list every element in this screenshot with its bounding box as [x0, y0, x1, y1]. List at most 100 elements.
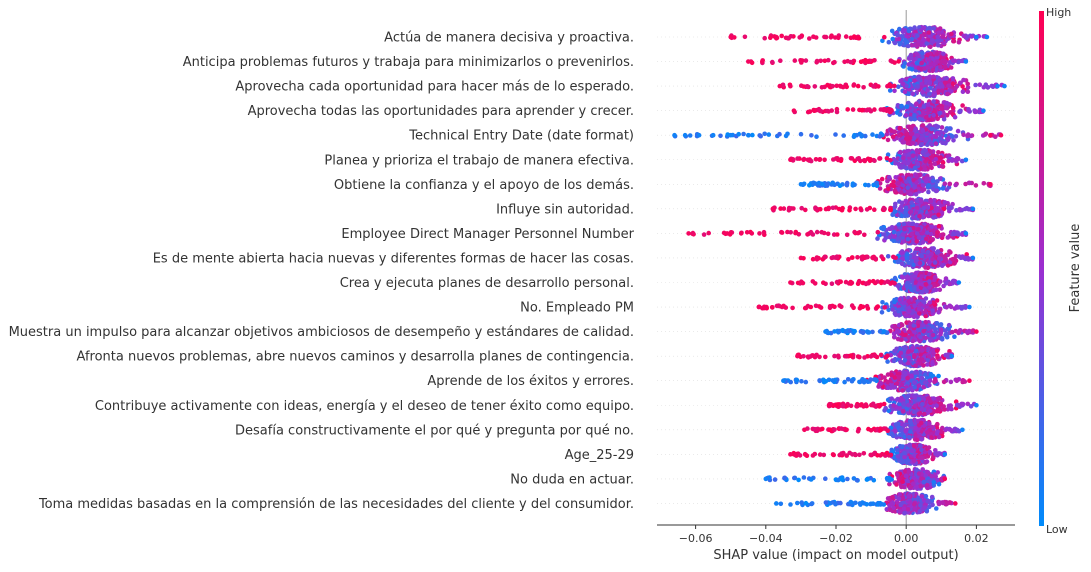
data-point [862, 355, 867, 360]
data-point [913, 385, 918, 390]
data-point [926, 76, 931, 81]
data-point [942, 207, 947, 212]
data-point [927, 57, 932, 62]
data-point-outlier [971, 256, 976, 261]
data-point [922, 412, 927, 417]
data-point [918, 278, 923, 283]
data-point-outlier [792, 108, 797, 113]
data-point [921, 240, 926, 245]
data-point [813, 84, 818, 89]
data-point [938, 111, 943, 116]
data-point [890, 213, 895, 218]
data-point [927, 107, 932, 112]
data-point [902, 222, 907, 227]
data-point [924, 41, 929, 46]
data-point [944, 101, 949, 106]
data-point [852, 329, 857, 334]
data-point [861, 85, 866, 90]
data-point-outlier [802, 428, 807, 433]
data-point [799, 60, 804, 65]
data-point [882, 35, 887, 40]
data-point [949, 380, 954, 385]
data-point [851, 183, 856, 188]
data-point [880, 300, 885, 305]
data-point [905, 104, 910, 109]
data-point [818, 109, 823, 114]
data-point [888, 208, 893, 213]
data-point-outlier [728, 35, 733, 40]
data-point [863, 159, 868, 164]
data-point [914, 180, 919, 185]
data-point [758, 134, 763, 139]
data-point [811, 181, 816, 186]
data-point [931, 75, 936, 80]
data-point [924, 282, 929, 287]
data-point [901, 409, 906, 414]
data-point [892, 184, 897, 189]
data-point-outlier [988, 182, 993, 187]
data-point [823, 254, 828, 259]
data-point [831, 157, 836, 162]
data-point [914, 192, 919, 197]
data-point-outlier [1002, 84, 1007, 89]
data-point [824, 35, 829, 40]
data-point [910, 92, 915, 97]
data-point [801, 157, 806, 162]
data-point [943, 328, 948, 333]
data-point [937, 78, 942, 83]
data-point [842, 380, 847, 385]
data-point [859, 304, 864, 309]
data-point [770, 305, 775, 310]
data-point [949, 65, 954, 70]
data-point [930, 68, 935, 73]
data-point [890, 37, 895, 42]
data-point [808, 109, 813, 114]
data-point [770, 60, 775, 65]
data-point [914, 271, 919, 276]
data-point [780, 230, 785, 235]
data-point [911, 153, 916, 158]
data-point [915, 231, 920, 236]
data-point [832, 305, 837, 310]
data-point [917, 214, 922, 219]
data-point [830, 84, 835, 89]
data-point-outlier [683, 133, 688, 138]
data-point [876, 230, 881, 235]
data-point [920, 376, 925, 381]
data-point [916, 149, 921, 154]
data-point [919, 136, 924, 141]
data-point [907, 355, 912, 360]
data-point [813, 281, 818, 286]
data-point [916, 162, 921, 167]
data-point [929, 199, 934, 204]
data-point [892, 84, 897, 89]
data-point [933, 260, 938, 265]
data-point [893, 129, 898, 134]
data-point [845, 181, 850, 186]
data-point [928, 338, 933, 343]
data-point [925, 157, 930, 162]
data-point [925, 176, 930, 181]
data-point [916, 227, 921, 232]
data-point [831, 255, 836, 260]
data-point [943, 141, 948, 146]
data-point [899, 190, 904, 195]
data-point [909, 53, 914, 58]
data-point [932, 91, 937, 96]
data-point [882, 375, 887, 380]
data-point-outlier [967, 305, 972, 310]
data-point [803, 208, 808, 213]
data-point [927, 30, 932, 35]
data-point-outlier [960, 428, 965, 433]
data-point [933, 275, 938, 280]
data-point [934, 141, 939, 146]
data-point [950, 257, 955, 262]
data-point [903, 429, 908, 434]
data-point [890, 29, 895, 34]
data-point [743, 35, 748, 40]
data-point [911, 141, 916, 146]
data-point [955, 231, 960, 236]
data-point [930, 224, 935, 229]
data-point [931, 215, 936, 220]
data-point [856, 354, 861, 359]
